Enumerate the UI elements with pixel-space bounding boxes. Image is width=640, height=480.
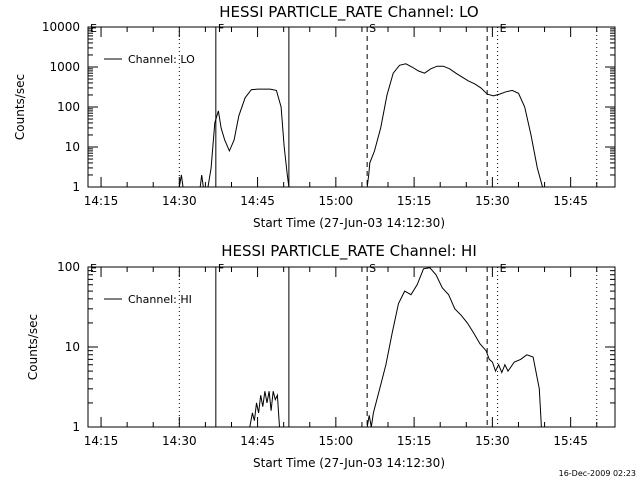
y-tick-label: 1	[72, 420, 80, 434]
y-tick-label: 10000	[42, 20, 80, 34]
panel-lo: HESSI PARTICLE_RATE Channel: LO E F S E 1 10 1…	[13, 3, 616, 230]
y-tick-label: 10	[65, 340, 80, 354]
legend-label-hi: Channel: HI	[128, 293, 192, 306]
plot-frame-lo	[87, 26, 616, 188]
x-tick-label: 15:30	[475, 434, 510, 448]
x-tick-label: 15:30	[475, 194, 510, 208]
event-marker-label: E	[500, 22, 507, 35]
series-line	[249, 267, 542, 428]
y-tick-label: 1000	[49, 60, 80, 74]
event-marker-label: F	[218, 22, 224, 35]
event-marker-label: E	[90, 22, 97, 35]
x-tick-label: 15:00	[319, 194, 354, 208]
legend-label-lo: Channel: LO	[128, 53, 195, 66]
event-marker-label: E	[500, 262, 507, 275]
x-tick-label: 15:15	[397, 434, 432, 448]
footer-timestamp: 16-Dec-2009 02:23	[559, 469, 636, 478]
x-tick-label: 15:15	[397, 194, 432, 208]
y-tick-label: 10	[65, 140, 80, 154]
plot-frame-hi	[87, 266, 616, 428]
chart-title-hi: HESSI PARTICLE_RATE Channel: HI	[221, 242, 477, 261]
event-marker-label: S	[369, 22, 376, 35]
event-marker-label: E	[90, 262, 97, 275]
y-axis-label-hi: Counts/sec	[26, 314, 40, 380]
x-tick-label: 14:15	[84, 194, 119, 208]
y-tick-label: 100	[57, 100, 80, 114]
event-marker-label: F	[218, 262, 224, 275]
event-marker-label: S	[369, 262, 376, 275]
x-axis-label-lo: Start Time (27-Jun-03 14:12:30)	[253, 216, 445, 230]
chart-title-lo: HESSI PARTICLE_RATE Channel: LO	[219, 3, 478, 22]
x-tick-label: 14:30	[162, 434, 197, 448]
x-axis-label-hi: Start Time (27-Jun-03 14:12:30)	[253, 456, 445, 470]
x-tick-label: 14:45	[240, 434, 275, 448]
y-axis-label-lo: Counts/sec	[13, 74, 27, 140]
x-tick-label: 14:30	[162, 194, 197, 208]
x-tick-label: 15:45	[553, 194, 588, 208]
x-tick-label: 15:45	[553, 434, 588, 448]
series-line	[178, 63, 543, 188]
x-tick-label: 14:15	[84, 434, 119, 448]
panel-hi: HESSI PARTICLE_RATE Channel: HI E F S E 1 10 1…	[26, 242, 616, 470]
y-tick-label: 100	[57, 260, 80, 274]
x-tick-label: 15:00	[319, 434, 354, 448]
y-tick-label: 1	[72, 180, 80, 194]
x-tick-label: 14:45	[240, 194, 275, 208]
